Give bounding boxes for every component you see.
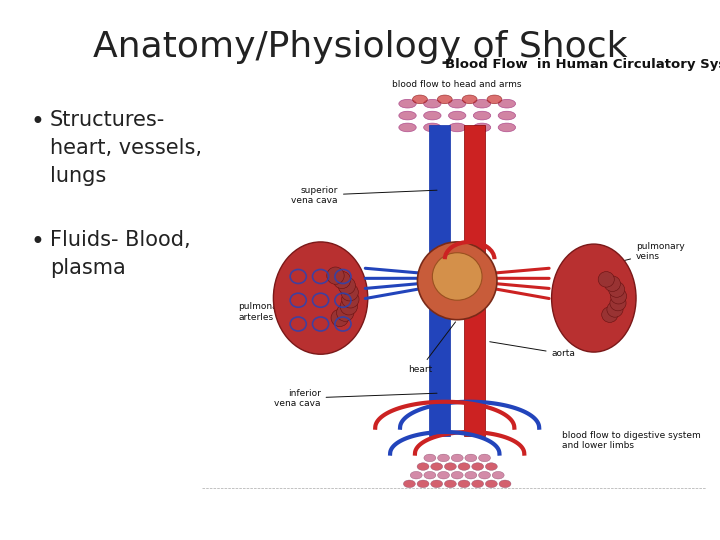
Ellipse shape bbox=[424, 454, 436, 462]
Ellipse shape bbox=[449, 99, 466, 108]
Ellipse shape bbox=[472, 480, 484, 488]
Ellipse shape bbox=[403, 480, 415, 488]
FancyArrow shape bbox=[429, 125, 451, 281]
Text: •: • bbox=[30, 230, 44, 254]
Ellipse shape bbox=[274, 242, 368, 354]
Text: aorta: aorta bbox=[490, 342, 575, 359]
Ellipse shape bbox=[458, 463, 470, 470]
Ellipse shape bbox=[417, 463, 429, 470]
Ellipse shape bbox=[479, 454, 490, 462]
Ellipse shape bbox=[431, 463, 443, 470]
Ellipse shape bbox=[342, 291, 359, 308]
Ellipse shape bbox=[340, 298, 358, 315]
Ellipse shape bbox=[399, 123, 416, 132]
Ellipse shape bbox=[611, 288, 626, 304]
Ellipse shape bbox=[424, 471, 436, 479]
Text: heart: heart bbox=[408, 322, 456, 374]
Ellipse shape bbox=[399, 99, 416, 108]
Ellipse shape bbox=[499, 480, 511, 488]
Ellipse shape bbox=[333, 271, 351, 288]
Ellipse shape bbox=[472, 463, 484, 470]
Ellipse shape bbox=[465, 471, 477, 479]
Ellipse shape bbox=[498, 123, 516, 132]
Ellipse shape bbox=[413, 95, 428, 104]
Ellipse shape bbox=[438, 454, 449, 462]
Ellipse shape bbox=[431, 480, 443, 488]
Ellipse shape bbox=[473, 123, 491, 132]
Ellipse shape bbox=[498, 111, 516, 120]
Ellipse shape bbox=[399, 111, 416, 120]
Ellipse shape bbox=[458, 480, 470, 488]
Text: Structures-
heart, vessels,
lungs: Structures- heart, vessels, lungs bbox=[50, 110, 202, 186]
Ellipse shape bbox=[610, 295, 626, 311]
Ellipse shape bbox=[336, 304, 354, 321]
Ellipse shape bbox=[604, 276, 621, 292]
Ellipse shape bbox=[417, 480, 429, 488]
Text: superior
vena cava: superior vena cava bbox=[292, 186, 437, 205]
Ellipse shape bbox=[608, 282, 625, 298]
Ellipse shape bbox=[423, 99, 441, 108]
Ellipse shape bbox=[552, 244, 636, 352]
Ellipse shape bbox=[473, 111, 491, 120]
Text: Blood Flow  in Human Circulatory System: Blood Flow in Human Circulatory System bbox=[445, 58, 720, 71]
Text: Anatomy/Physiology of Shock: Anatomy/Physiology of Shock bbox=[93, 30, 627, 64]
Ellipse shape bbox=[602, 307, 618, 322]
Ellipse shape bbox=[438, 471, 449, 479]
Ellipse shape bbox=[449, 111, 466, 120]
Ellipse shape bbox=[462, 95, 477, 104]
Ellipse shape bbox=[479, 471, 490, 479]
Ellipse shape bbox=[473, 99, 491, 108]
Ellipse shape bbox=[437, 95, 452, 104]
Ellipse shape bbox=[485, 480, 498, 488]
Ellipse shape bbox=[451, 471, 463, 479]
Ellipse shape bbox=[418, 242, 497, 320]
Ellipse shape bbox=[451, 454, 463, 462]
Ellipse shape bbox=[465, 454, 477, 462]
Text: inferior
vena cava: inferior vena cava bbox=[274, 389, 437, 408]
Ellipse shape bbox=[432, 253, 482, 300]
Ellipse shape bbox=[444, 480, 456, 488]
Ellipse shape bbox=[423, 123, 441, 132]
Text: Fluids- Blood,
plasma: Fluids- Blood, plasma bbox=[50, 230, 191, 278]
Ellipse shape bbox=[331, 309, 348, 327]
Ellipse shape bbox=[444, 463, 456, 470]
Ellipse shape bbox=[338, 277, 356, 294]
Ellipse shape bbox=[598, 272, 614, 287]
Ellipse shape bbox=[341, 284, 359, 301]
Ellipse shape bbox=[485, 463, 498, 470]
Ellipse shape bbox=[487, 95, 502, 104]
Text: pulmonary
veins: pulmonary veins bbox=[589, 242, 685, 269]
Ellipse shape bbox=[410, 471, 422, 479]
Ellipse shape bbox=[449, 123, 466, 132]
Ellipse shape bbox=[607, 302, 623, 317]
FancyArrow shape bbox=[464, 125, 485, 281]
Text: •: • bbox=[30, 110, 44, 134]
Ellipse shape bbox=[498, 99, 516, 108]
FancyArrow shape bbox=[429, 281, 451, 436]
Text: pulmonary
arterles: pulmonary arterles bbox=[238, 302, 363, 322]
Ellipse shape bbox=[423, 111, 441, 120]
Ellipse shape bbox=[492, 471, 504, 479]
Text: blood flow to digestive system
and lower limbs: blood flow to digestive system and lower… bbox=[562, 431, 701, 450]
Text: blood flow to head and arms: blood flow to head and arms bbox=[392, 80, 522, 89]
FancyArrow shape bbox=[464, 281, 485, 436]
Ellipse shape bbox=[327, 267, 344, 284]
